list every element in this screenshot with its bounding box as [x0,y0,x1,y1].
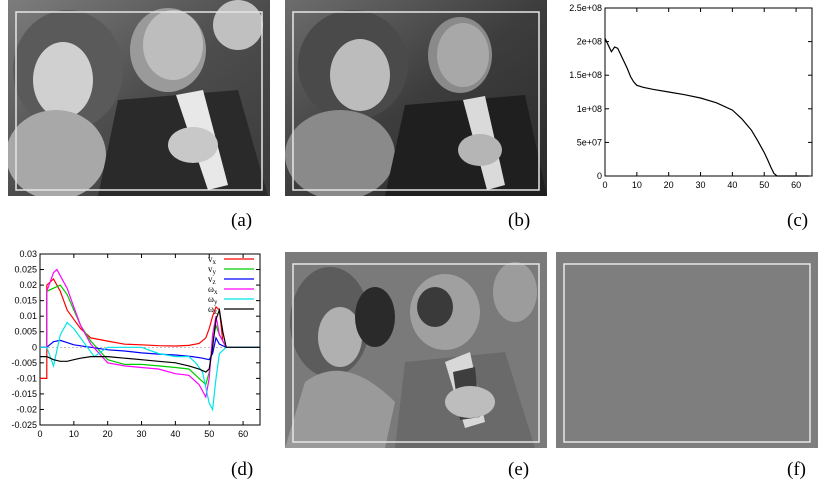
caption-b: (b) [508,210,531,231]
x-tick-label: 40 [727,180,737,190]
y-tick-label: 5e+07 [577,137,602,147]
caption-c: (c) [787,210,809,231]
photo-b [285,0,547,196]
x-tick-label: 30 [137,429,147,439]
chart-d-svg: 0 10 20 30 40 50 60 -0.025 -0.02 -0.015 -0.01 -0.00… [11,249,261,439]
series-line-4 [40,321,260,412]
x-tick-label: 30 [696,180,706,190]
y-tick-label: 2.5e+08 [569,3,602,13]
y-tick-label: 0.005 [14,327,37,337]
photo-a [8,0,270,196]
chart-c-svg: 0 10 20 30 40 50 60 0 5e+07 1e+08 1.5e+08 2e+08 2.5e… [569,3,813,190]
y-tick-label: 2e+08 [577,37,602,47]
y-tick-label: 0.03 [19,249,37,259]
y-tick-label: 0.02 [19,280,37,290]
series-line-2 [40,336,260,361]
y-tick-label: 1.5e+08 [569,70,602,80]
plot-frame [604,7,813,177]
y-tick-label: 0.025 [14,265,37,275]
photo-e [285,252,547,448]
x-tick-label: 10 [69,429,79,439]
x-tick-label: 0 [602,180,607,190]
chart-d: 0 10 20 30 40 50 60 -0.025 -0.02 -0.015 -0.01 -0.00… [0,248,270,448]
y-tick-label: 0 [597,171,602,181]
y-tick-label: 1e+08 [577,104,602,114]
series-line-5 [40,307,260,373]
legend-label-5: ωz [208,304,217,316]
y-tick-label: -0.005 [11,358,37,368]
photo-f [556,252,818,448]
x-tick-label: 20 [664,180,674,190]
caption-d: (d) [231,459,254,480]
legend-label-2: vz [208,274,216,286]
x-tick-label: 50 [759,180,769,190]
x-tick-label: 0 [37,429,42,439]
y-tick-label: -0.025 [11,420,37,430]
series-line-1 [40,284,260,386]
legend-label-0: vx [208,254,217,266]
x-tick-label: 60 [791,180,801,190]
plot-frame [39,253,261,426]
x-tick-label: 20 [103,429,113,439]
series-line-3 [40,268,260,399]
y-tick-label: -0.01 [16,373,37,383]
caption-f: (f) [787,459,806,480]
legend-label-4: ωy [208,294,218,306]
y-tick-label: 0.01 [19,311,37,321]
y-tick-label: 0.015 [14,296,37,306]
x-tick-label: 40 [170,429,180,439]
caption-e: (e) [508,459,530,480]
y-tick-label: -0.02 [16,404,37,414]
y-tick-label: -0.015 [11,389,37,399]
x-tick-label: 10 [632,180,642,190]
x-tick-label: 60 [238,429,248,439]
y-tick-label: 0 [32,342,37,352]
legend-label-1: vy [208,264,217,276]
caption-a: (a) [231,210,253,231]
series-line-0 [604,37,809,177]
legend-label-3: ωx [208,284,218,296]
chart-c: 0 10 20 30 40 50 60 0 5e+07 1e+08 1.5e+08 2e+08 2.5e… [560,0,822,200]
x-tick-label: 50 [204,429,214,439]
